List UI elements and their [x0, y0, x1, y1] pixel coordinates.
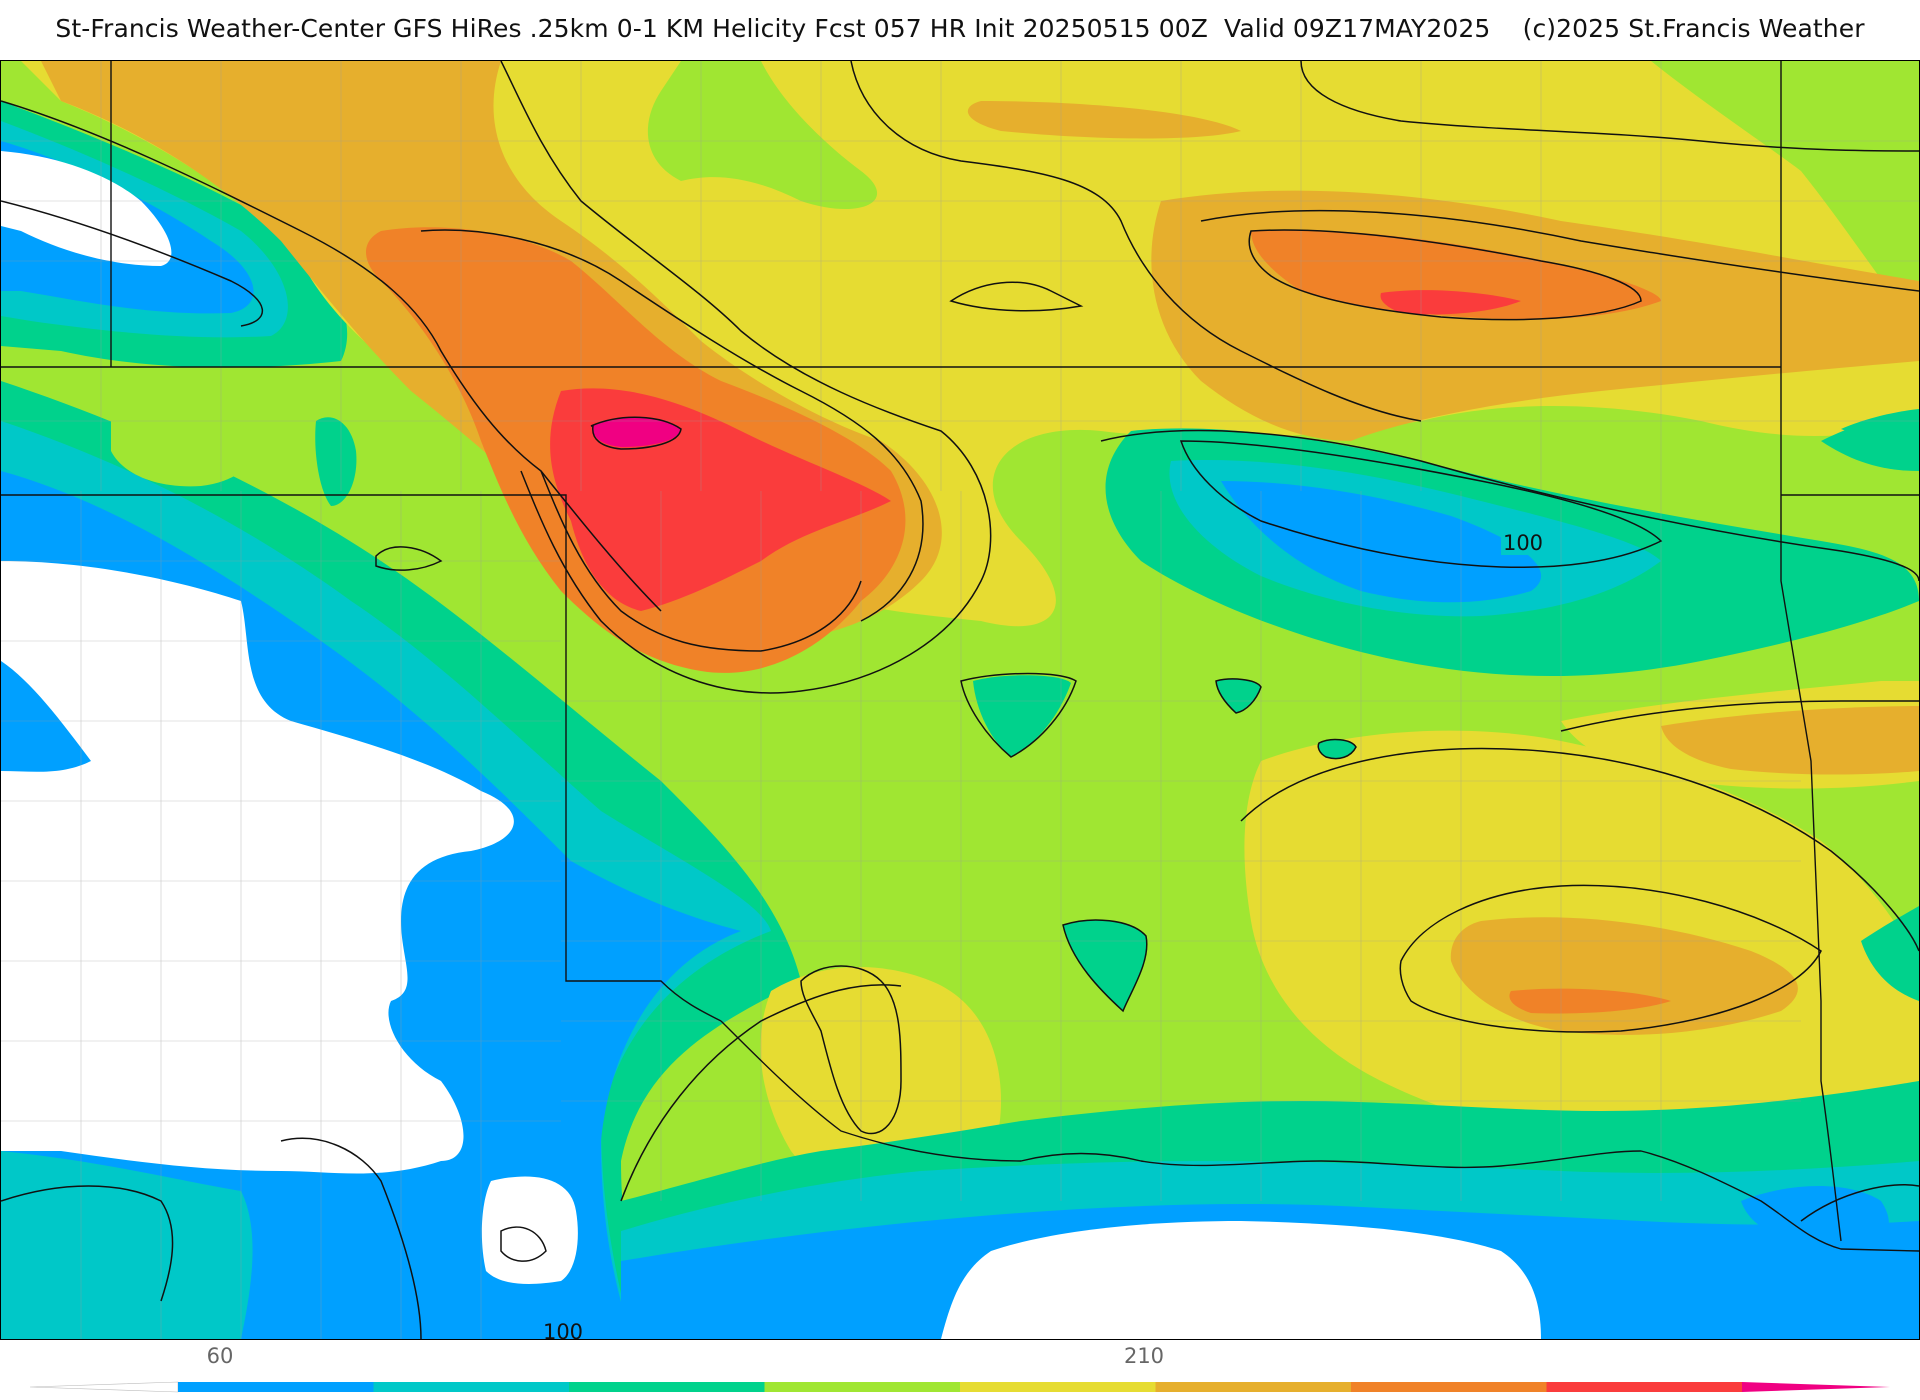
- contour-label-1: 100: [1503, 531, 1543, 555]
- east-edge-teal: [1861, 906, 1919, 1001]
- se-blue-blob: [1741, 1186, 1889, 1251]
- green-island-1: [973, 675, 1071, 757]
- color-scale-bar: [30, 1381, 1890, 1393]
- ne-orange-dash: [1261, 236, 1311, 246]
- se-orange-core: [1509, 988, 1671, 1014]
- north-gold-center: [967, 101, 1241, 139]
- nw-white-blob: [1, 151, 172, 266]
- north-lime-west: [111, 414, 254, 487]
- contour-label-bg-2: [541, 1323, 585, 1339]
- west-white-notch: [1, 661, 91, 772]
- scale-segment-4: [764, 1382, 961, 1392]
- central-magenta-max: [592, 417, 681, 447]
- west-white-region: [1, 561, 514, 1174]
- scale-segment-3: [569, 1382, 765, 1392]
- east-gold-shelf: [1661, 706, 1919, 775]
- scale-segment-1: [178, 1382, 374, 1392]
- green-island-5: [315, 417, 357, 506]
- contour-label-bg-1: [1501, 529, 1545, 555]
- east-green-nub: [1841, 409, 1919, 441]
- helicity-map: 100 100: [0, 60, 1920, 1340]
- scale-segment-2: [373, 1382, 570, 1392]
- scale-segment-6: [1155, 1382, 1352, 1392]
- ne-red-core: [1380, 290, 1521, 315]
- green-island-3: [1318, 739, 1356, 759]
- gulf-white-region: [941, 1221, 1541, 1339]
- contour-label-2: 100: [543, 1320, 583, 1339]
- county-grid: [1, 61, 1919, 1339]
- helicity-contours: [1, 61, 1919, 1339]
- color-scale: 60 210: [30, 1342, 1890, 1400]
- green-island-4: [1063, 920, 1147, 1011]
- scale-tick-mid: 210: [1123, 1344, 1165, 1368]
- scale-segment-low-tip: [30, 1381, 179, 1393]
- scale-segment-high-tip: [1742, 1382, 1890, 1392]
- ne-orange-core: [1251, 229, 1661, 320]
- contour-labels: 100 100: [541, 529, 1545, 1339]
- north-lime-tongue: [647, 61, 878, 210]
- state-borders: [1, 61, 1919, 1252]
- sw-teal-patch: [1, 1151, 253, 1339]
- scale-segment-8: [1546, 1382, 1743, 1392]
- scale-tick-low: 60: [206, 1344, 234, 1368]
- map-title: St-Francis Weather-Center GFS HiRes .25k…: [55, 14, 1865, 43]
- scale-segment-7: [1351, 1382, 1547, 1392]
- scale-segment-5: [960, 1382, 1156, 1392]
